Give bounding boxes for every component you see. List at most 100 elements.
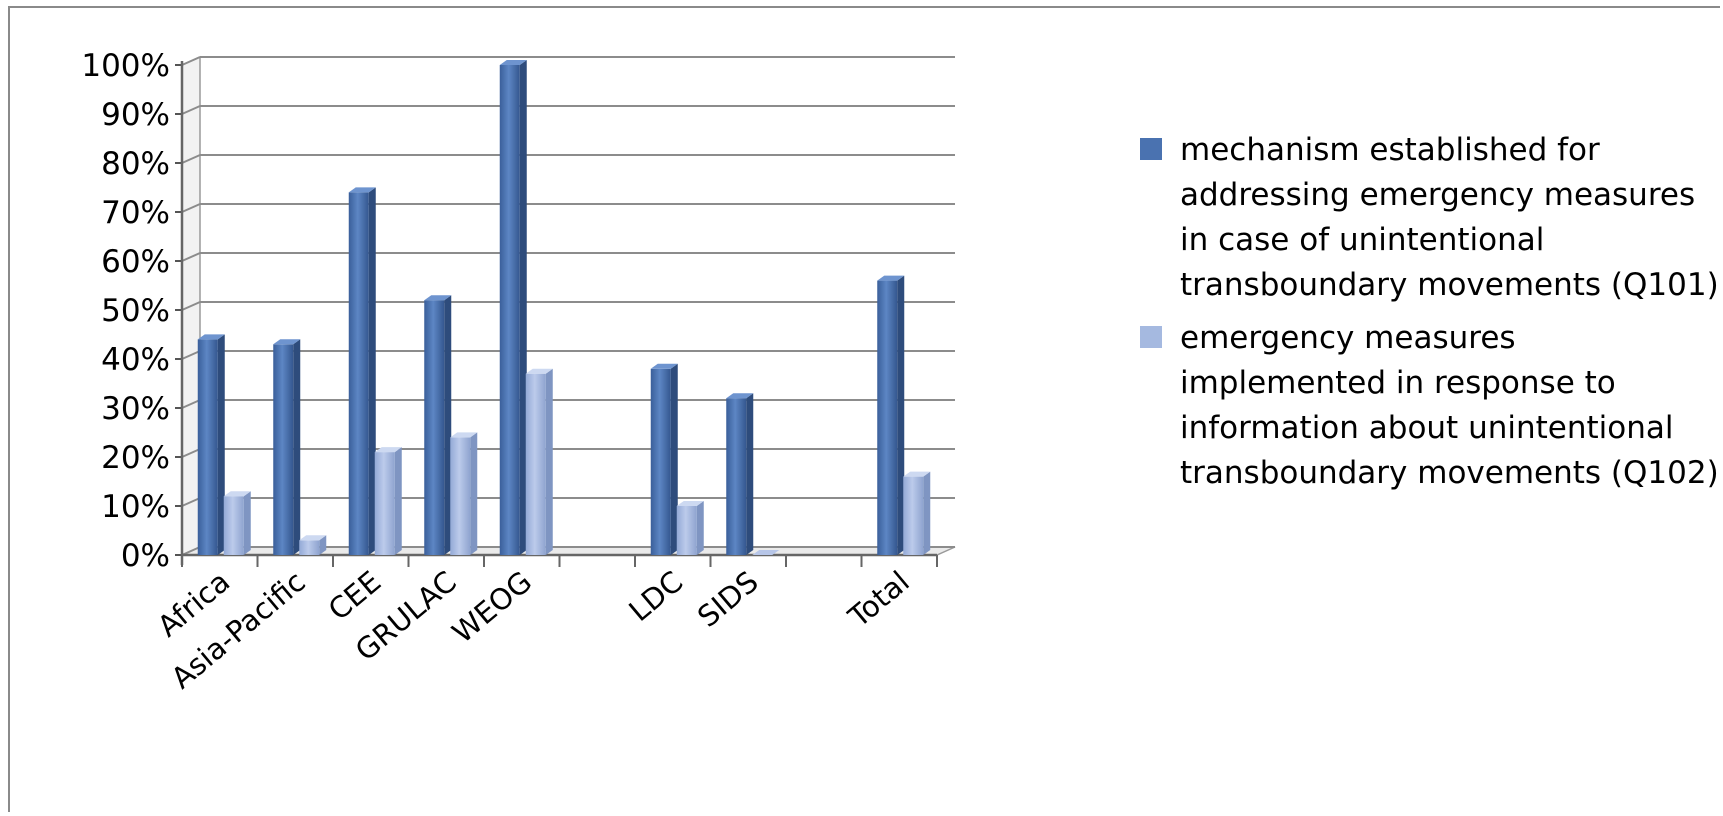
bar-top — [752, 550, 780, 555]
bar-front — [348, 192, 369, 555]
bar-top — [676, 501, 704, 506]
bar-top — [424, 295, 452, 301]
x-category-label: Total — [841, 564, 916, 634]
y-tick-label: 100% — [81, 48, 170, 84]
legend: mechanism established for addressing eme… — [1140, 128, 1720, 504]
bar — [450, 432, 478, 555]
bar-side — [670, 363, 678, 555]
bar-front — [299, 540, 320, 555]
bar — [499, 60, 527, 555]
bar — [299, 535, 327, 555]
gridline-diagonal — [181, 448, 201, 458]
bar-top — [374, 447, 402, 453]
y-tick-label: 90% — [101, 97, 170, 133]
gridline-diagonal — [181, 546, 201, 556]
y-tick-label: 60% — [101, 244, 170, 280]
bar-side — [368, 187, 376, 555]
bar-front — [903, 476, 924, 555]
bar — [424, 295, 452, 555]
x-category-label: LDC — [622, 564, 689, 628]
gridline-diagonal — [181, 350, 201, 360]
bar-front — [450, 437, 471, 555]
bar-side — [746, 393, 754, 555]
bar-front — [197, 339, 218, 555]
bar-side — [394, 447, 402, 555]
bar-top — [650, 363, 678, 369]
bars — [197, 60, 931, 555]
gridlines — [175, 56, 955, 556]
bar-top — [299, 535, 327, 541]
bar-front — [273, 344, 294, 555]
bar-top — [223, 491, 251, 497]
bar-top — [450, 432, 478, 438]
bar — [273, 339, 301, 555]
bar — [752, 550, 780, 555]
bar — [348, 187, 376, 555]
bar-side — [319, 535, 327, 555]
bar-top — [348, 187, 376, 193]
bar-side — [923, 471, 931, 555]
bar-front — [676, 506, 697, 555]
legend-entry-q101: mechanism established for addressing eme… — [1140, 128, 1720, 308]
bar — [525, 368, 553, 555]
gridline-diagonal — [181, 154, 201, 164]
bar-top — [197, 334, 225, 340]
bar — [903, 471, 931, 555]
y-tick-label: 0% — [121, 538, 170, 574]
chart-frame — [8, 6, 1720, 812]
bar-front — [424, 300, 445, 555]
bar-top — [525, 368, 553, 374]
bar-front — [374, 452, 395, 555]
bar-side — [696, 501, 704, 555]
legend-swatch-q102 — [1140, 326, 1162, 348]
x-category-label: WEOG — [446, 564, 539, 649]
bar-front — [650, 368, 671, 555]
bar — [374, 447, 402, 555]
gridline-diagonal — [181, 105, 201, 115]
bar-side — [243, 491, 251, 555]
bar-side — [470, 432, 478, 555]
y-axis-tick-labels: 0% 10% 20% 30% 40% 50% 60% 70% 80% 90% 100% — [81, 48, 170, 574]
y-tick-label: 40% — [101, 342, 170, 378]
bar-top — [903, 471, 931, 477]
bar-top — [726, 393, 754, 399]
bar — [223, 491, 251, 555]
bar-side — [519, 60, 527, 555]
legend-label-q101: mechanism established for addressing eme… — [1180, 132, 1719, 303]
bar — [877, 275, 905, 555]
y-tick-label: 20% — [101, 440, 170, 476]
gridline-diagonal — [181, 399, 201, 409]
bar — [676, 501, 704, 555]
x-category-label: SIDS — [691, 564, 765, 634]
bar-top — [877, 275, 905, 281]
bar — [650, 363, 678, 555]
bar — [197, 334, 225, 555]
y-tick-label: 10% — [101, 489, 170, 525]
y-tick-label: 80% — [101, 146, 170, 182]
bar-side — [545, 368, 553, 555]
gridline-diagonal — [181, 497, 201, 507]
bar — [726, 393, 754, 555]
gridline-diagonal — [181, 56, 201, 66]
y-tick-label: 70% — [101, 195, 170, 231]
legend-label-q102: emergency measures implemented in respon… — [1180, 320, 1719, 491]
bar-front — [525, 373, 546, 555]
bar-top — [273, 339, 301, 345]
bar-front — [726, 398, 747, 555]
legend-swatch-q101 — [1140, 138, 1162, 160]
bar-front — [223, 496, 244, 555]
bar-side — [444, 295, 452, 555]
gridline-diagonal — [181, 301, 201, 311]
bar-side — [217, 334, 225, 555]
bar-front — [499, 65, 520, 555]
gridline-diagonal — [181, 252, 201, 262]
legend-entry-q102: emergency measures implemented in respon… — [1140, 316, 1720, 496]
y-tick-label: 30% — [101, 391, 170, 427]
bar-side — [293, 339, 301, 555]
bar-top — [499, 60, 527, 65]
bar-front — [877, 280, 898, 555]
bar-side — [897, 275, 905, 555]
y-tick-label: 50% — [101, 293, 170, 329]
